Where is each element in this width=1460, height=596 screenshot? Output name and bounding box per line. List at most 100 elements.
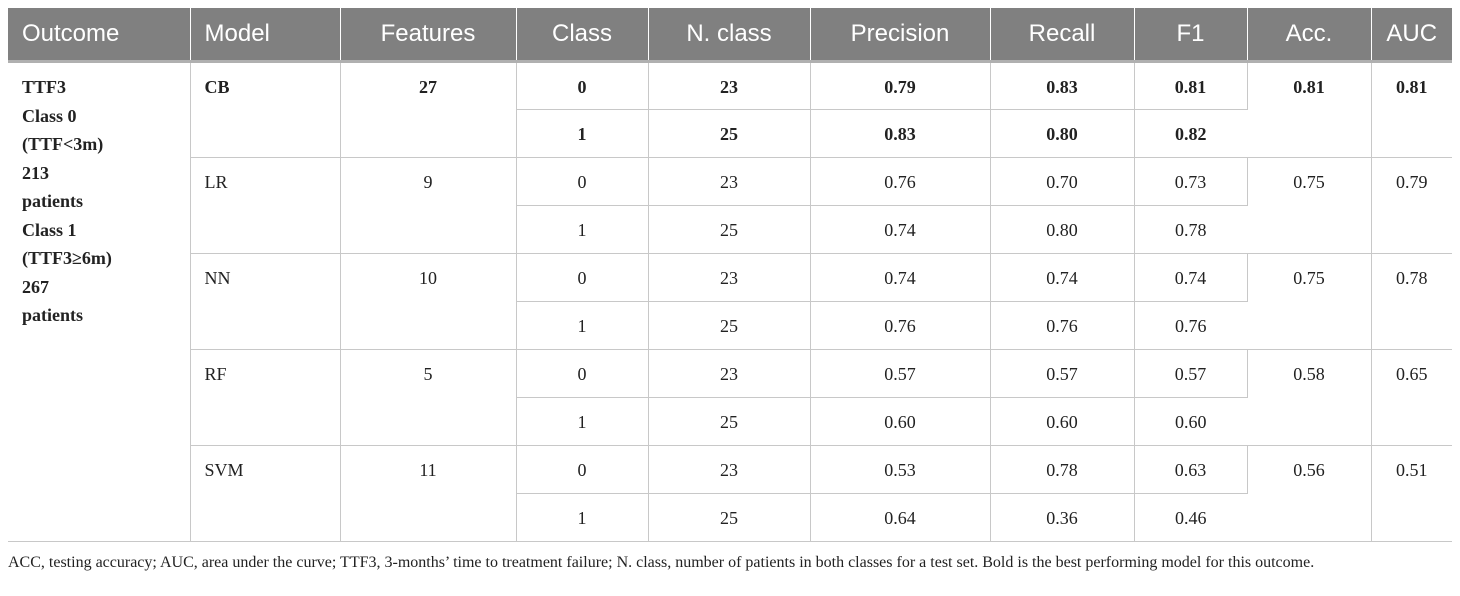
precision-cell: 0.57 [810, 349, 991, 398]
table-body: TTF3 Class 0 (TTF<3m) 213 patients Class 1 (TT… [8, 60, 1452, 542]
table-row: 1 25 0.64 0.36 0.46 [8, 493, 1452, 542]
precision-cell: 0.79 [810, 60, 991, 110]
table-row: 1 25 0.60 0.60 0.60 [8, 397, 1452, 446]
outcome-line: Class 1 [22, 219, 77, 240]
acc-cell: 0.75 [1247, 157, 1372, 254]
outcome-line: patients [22, 191, 84, 211]
precision-cell: 0.74 [810, 253, 991, 302]
recall-cell: 0.76 [990, 301, 1135, 350]
recall-cell: 0.74 [990, 253, 1135, 302]
header-precision: Precision [810, 8, 991, 62]
precision-cell: 0.74 [810, 205, 991, 254]
auc-cell: 0.65 [1371, 349, 1452, 446]
auc-cell: 0.81 [1371, 60, 1452, 158]
recall-cell: 0.78 [990, 445, 1135, 494]
header-n-class: N. class [648, 8, 811, 62]
recall-cell: 0.36 [990, 493, 1135, 542]
table-row: NN 10 0 23 0.74 0.74 0.74 0.75 0.78 [8, 253, 1452, 350]
table-row: RF 5 0 23 0.57 0.57 0.57 0.58 0.65 [8, 349, 1452, 446]
acc-cell: 0.81 [1247, 60, 1372, 158]
auc-cell: 0.78 [1371, 253, 1452, 350]
features-cell: 5 [340, 349, 517, 446]
class-cell: 1 [516, 493, 649, 542]
class-cell: 0 [516, 349, 649, 398]
outcome-line: (TTF<3m) [22, 134, 104, 154]
class-cell: 1 [516, 397, 649, 446]
recall-cell: 0.60 [990, 397, 1135, 446]
table-footnote: ACC, testing accuracy; AUC, area under t… [8, 554, 1315, 571]
outcome-line: Class 0 [22, 105, 77, 126]
table-row: TTF3 Class 0 (TTF<3m) 213 patients Class 1 (TT… [8, 60, 1452, 542]
recall-cell: 0.80 [990, 109, 1135, 158]
f1-cell: 0.46 [1134, 493, 1247, 542]
model-name-cell: CB [190, 60, 341, 158]
results-table-container: Outcome Model Features Class N. class Pr… [8, 8, 1452, 572]
n-class-cell: 23 [648, 349, 811, 398]
table-row: 1 25 0.74 0.80 0.78 [8, 205, 1452, 254]
n-class-cell: 25 [648, 109, 811, 158]
precision-cell: 0.64 [810, 493, 991, 542]
class-cell: 1 [516, 109, 649, 158]
header-auc: AUC [1371, 8, 1452, 62]
header-outcome: Outcome [8, 8, 191, 62]
features-cell: 10 [340, 253, 517, 350]
n-class-cell: 25 [648, 493, 811, 542]
table-row: SVM 11 0 23 0.53 0.78 0.63 0.56 0.51 [8, 445, 1452, 542]
f1-cell: 0.81 [1134, 60, 1248, 110]
table-row: LR 9 0 23 0.76 0.70 0.73 0.75 0.79 [8, 157, 1452, 254]
f1-cell: 0.60 [1134, 397, 1247, 446]
f1-cell: 0.57 [1134, 349, 1248, 398]
n-class-cell: 23 [648, 60, 811, 110]
model-performance-table: Outcome Model Features Class N. class Pr… [8, 8, 1452, 542]
model-name-cell: RF [190, 349, 341, 446]
precision-cell: 0.76 [810, 157, 991, 206]
n-class-cell: 25 [648, 397, 811, 446]
header-f1: F1 [1134, 8, 1248, 62]
header-acc: Acc. [1247, 8, 1372, 62]
n-class-cell: 25 [648, 205, 811, 254]
outcome-line: patients [22, 305, 84, 325]
model-name-cell: NN [190, 253, 341, 350]
f1-cell: 0.82 [1134, 109, 1247, 158]
header-class: Class [516, 8, 649, 62]
class-cell: 0 [516, 157, 649, 206]
precision-cell: 0.76 [810, 301, 991, 350]
recall-cell: 0.70 [990, 157, 1135, 206]
n-class-cell: 23 [648, 157, 811, 206]
acc-cell: 0.56 [1247, 445, 1372, 542]
acc-cell: 0.58 [1247, 349, 1372, 446]
class-cell: 1 [516, 301, 649, 350]
features-cell: 11 [340, 445, 517, 542]
header-features: Features [340, 8, 517, 62]
n-class-cell: 25 [648, 301, 811, 350]
outcome-cell: TTF3 Class 0 (TTF<3m) 213 patients Class 1 (TT… [8, 60, 191, 542]
n-class-cell: 23 [648, 445, 811, 494]
class-cell: 0 [516, 60, 649, 110]
model-name-cell: SVM [190, 445, 341, 542]
recall-cell: 0.83 [990, 60, 1135, 110]
table-row: 1 25 0.76 0.76 0.76 [8, 301, 1452, 350]
table-header-row: Outcome Model Features Class N. class Pr… [8, 8, 1452, 62]
precision-cell: 0.60 [810, 397, 991, 446]
precision-cell: 0.83 [810, 109, 991, 158]
table-row: 1 25 0.83 0.80 0.82 [8, 109, 1452, 158]
recall-cell: 0.80 [990, 205, 1135, 254]
auc-cell: 0.79 [1371, 157, 1452, 254]
n-class-cell: 23 [648, 253, 811, 302]
features-cell: 27 [340, 60, 517, 158]
precision-cell: 0.53 [810, 445, 991, 494]
f1-cell: 0.73 [1134, 157, 1248, 206]
f1-cell: 0.78 [1134, 205, 1247, 254]
f1-cell: 0.76 [1134, 301, 1247, 350]
header-recall: Recall [990, 8, 1135, 62]
outcome-line: (TTF3≥6m) [22, 248, 112, 268]
outcome-line: 213 [22, 162, 49, 183]
model-name-cell: LR [190, 157, 341, 254]
acc-cell: 0.75 [1247, 253, 1372, 350]
auc-cell: 0.51 [1371, 445, 1452, 542]
features-cell: 9 [340, 157, 517, 254]
class-cell: 0 [516, 253, 649, 302]
outcome-line: 267 [22, 276, 49, 297]
outcome-line: TTF3 [22, 77, 67, 97]
class-cell: 0 [516, 445, 649, 494]
